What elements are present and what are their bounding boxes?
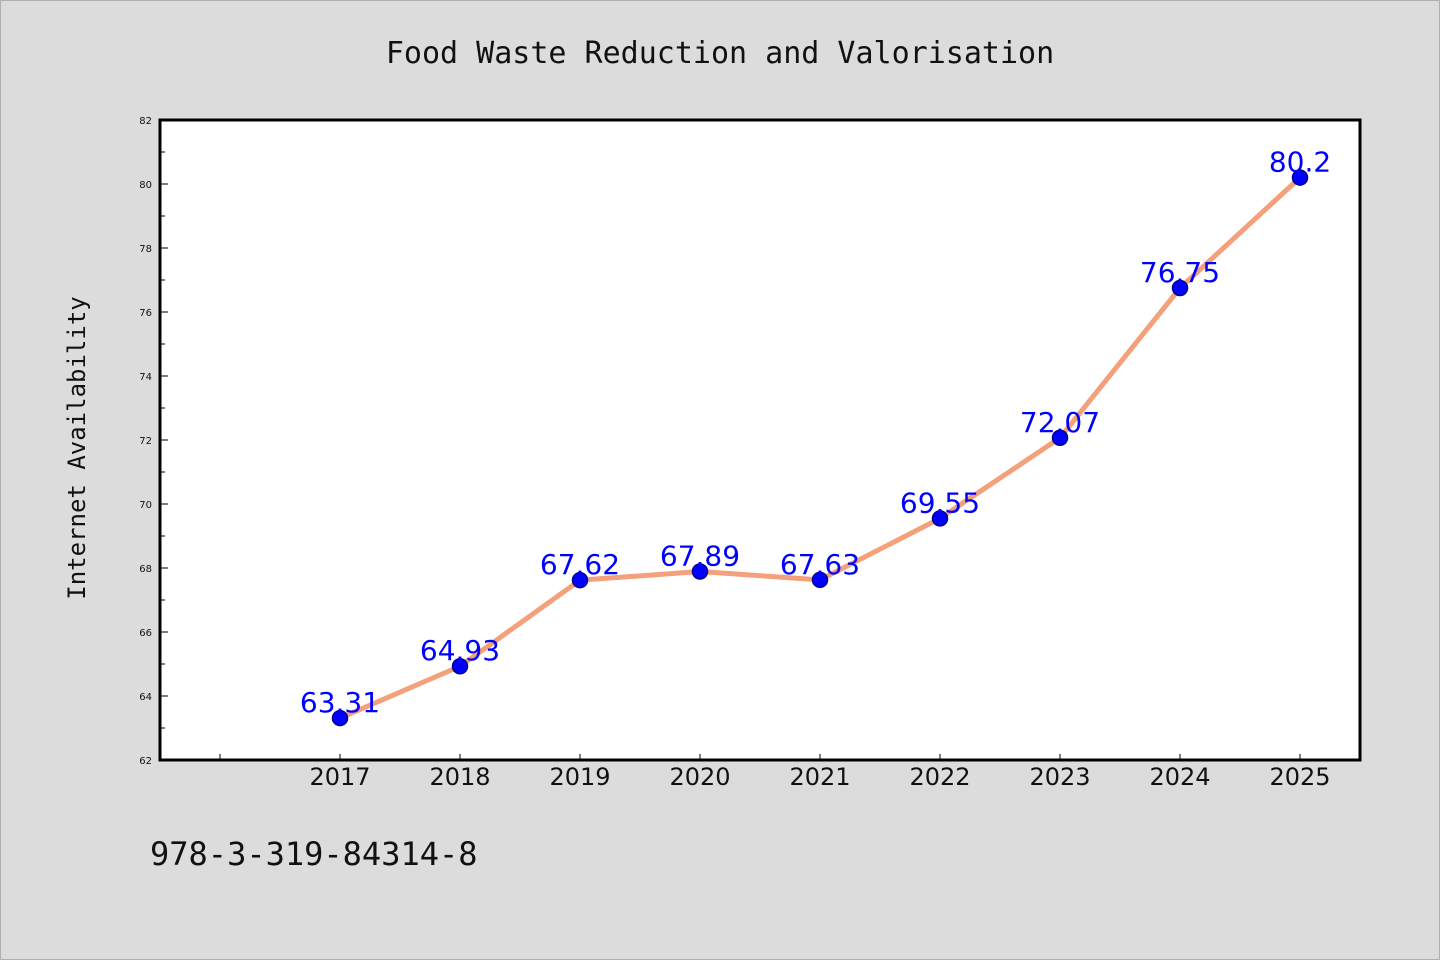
data-point (331, 709, 349, 727)
x-tick-label: 2022 (909, 763, 970, 791)
data-label: 67.62 (540, 548, 620, 581)
series-group (331, 169, 1309, 727)
data-label: 63.31 (300, 686, 380, 719)
data-point (691, 563, 709, 580)
y-tick-label: 74 (139, 372, 152, 383)
y-tick-label: 62 (139, 756, 152, 767)
data-label: 67.63 (780, 548, 860, 581)
y-tick-label: 78 (139, 244, 152, 255)
data-label: 64.93 (420, 634, 500, 667)
data-point (811, 571, 829, 589)
y-tick-label: 82 (139, 116, 152, 127)
data-label: 72.07 (1020, 406, 1100, 439)
x-axis: 2017 2018 2019 2020 2021 2022 2023 2024 2025 (219, 754, 1331, 791)
x-tick-label: 2021 (789, 763, 850, 791)
y-tick-label: 68 (139, 564, 152, 575)
x-tick-label: 2017 (309, 763, 370, 791)
y-tick-label: 80 (139, 180, 152, 191)
data-point (571, 571, 589, 589)
data-point (451, 657, 469, 675)
data-label: 76.75 (1140, 256, 1220, 289)
x-tick-label: 2019 (549, 763, 610, 791)
y-tick-label: 72 (139, 436, 152, 447)
y-tick-label: 70 (139, 500, 152, 511)
y-tick-label: 76 (139, 308, 152, 319)
plot-area (158, 118, 1362, 762)
y-axis: 62 64 66 68 70 72 74 76 78 80 82 (139, 116, 168, 767)
x-tick-label: 2020 (669, 763, 730, 791)
x-tick-label: 2018 (429, 763, 490, 791)
x-tick-label: 2025 (1269, 763, 1330, 791)
data-label: 67.89 (660, 540, 740, 573)
y-tick-label: 66 (139, 628, 152, 639)
y-axis-label: Internet Availability (63, 296, 91, 599)
data-label: 69.55 (900, 486, 980, 519)
x-tick-label: 2023 (1029, 763, 1090, 791)
x-tick-label: 2024 (1149, 763, 1210, 791)
y-tick-label: 64 (139, 692, 152, 703)
data-point (1291, 169, 1309, 186)
data-point (931, 510, 949, 527)
data-point (1051, 429, 1069, 447)
data-point (1171, 279, 1189, 297)
caption: 978-3-319-84314-8 (150, 835, 478, 873)
data-labels: 63.31 64.93 67.62 67.89 67.63 69.55 72.07 76.75… (300, 146, 1331, 719)
chart-title: Food Waste Reduction and Valorisation (386, 36, 1054, 71)
data-label: 80.2 (1269, 146, 1331, 179)
